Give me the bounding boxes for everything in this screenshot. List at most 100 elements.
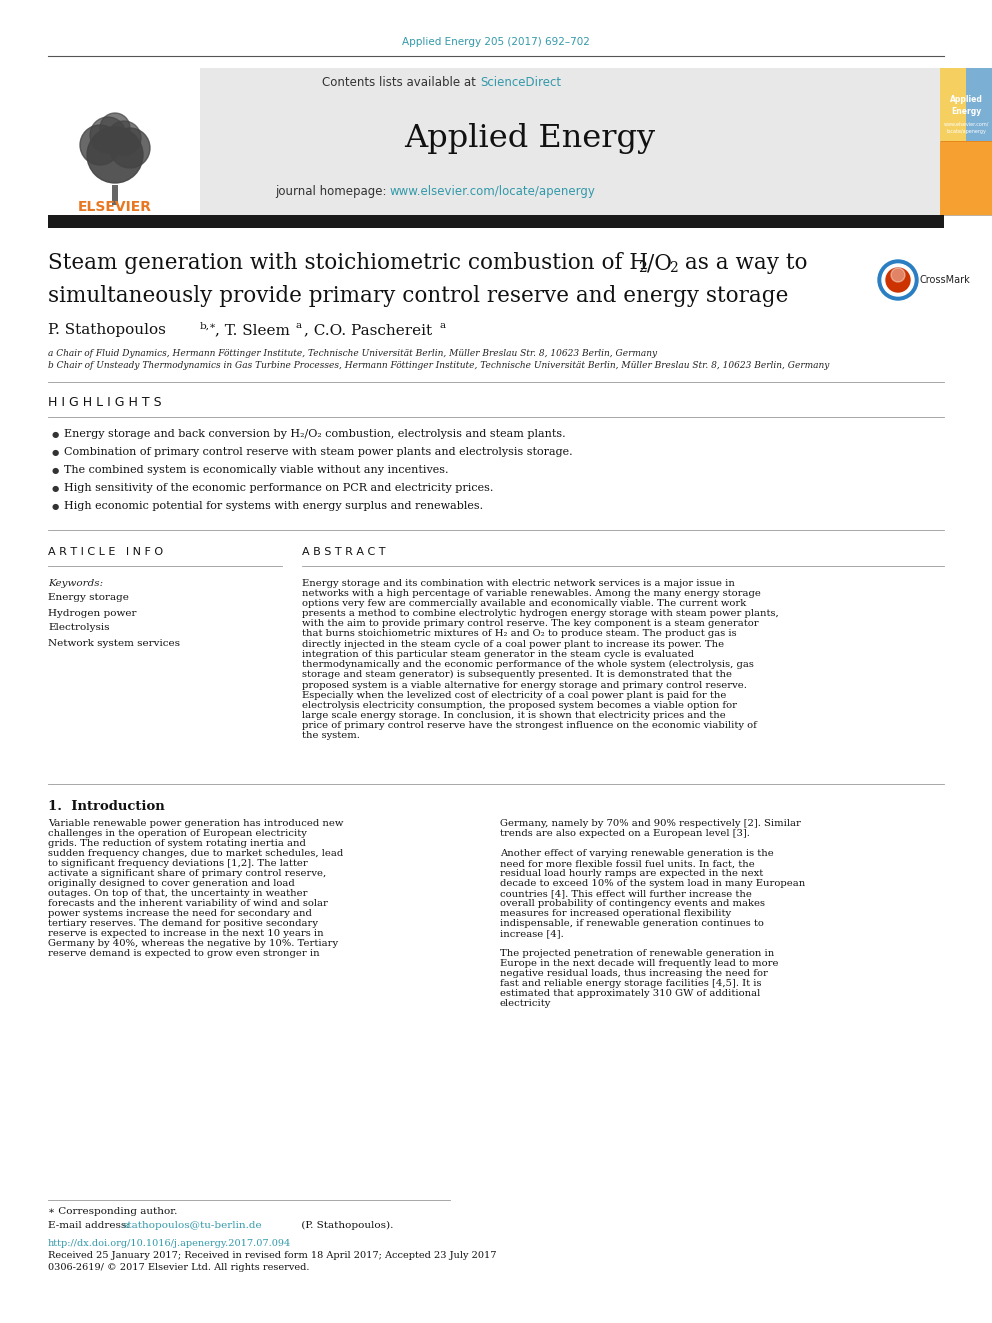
Text: b Chair of Unsteady Thermodynamics in Gas Turbine Processes, Hermann Föttinger I: b Chair of Unsteady Thermodynamics in Ga…: [48, 361, 829, 370]
Text: ●: ●: [52, 483, 60, 492]
Text: presents a method to combine electrolytic hydrogen energy storage with steam pow: presents a method to combine electrolyti…: [302, 609, 779, 618]
Text: options very few are commercially available and economically viable. The current: options very few are commercially availa…: [302, 599, 746, 607]
Text: tertiary reserves. The demand for positive secondary: tertiary reserves. The demand for positi…: [48, 919, 318, 929]
Text: A R T I C L E   I N F O: A R T I C L E I N F O: [48, 546, 163, 557]
Text: Energy storage and back conversion by H₂/O₂ combustion, electrolysis and steam p: Energy storage and back conversion by H₂…: [64, 429, 565, 439]
Text: Applied Energy: Applied Energy: [405, 123, 656, 153]
Text: Contents lists available at: Contents lists available at: [322, 75, 480, 89]
Circle shape: [80, 124, 120, 165]
Text: the system.: the system.: [302, 732, 360, 741]
Bar: [940, 67, 966, 142]
Circle shape: [87, 127, 143, 183]
Text: ●: ●: [52, 501, 60, 511]
Text: integration of this particular steam generator in the steam cycle is evaluated: integration of this particular steam gen…: [302, 650, 694, 659]
Bar: [940, 67, 992, 142]
Circle shape: [110, 128, 150, 168]
Bar: [940, 142, 992, 216]
Circle shape: [878, 261, 918, 300]
Text: electricity: electricity: [500, 999, 552, 1008]
Text: Germany by 40%, whereas the negative by 10%. Tertiary: Germany by 40%, whereas the negative by …: [48, 939, 338, 949]
Text: with the aim to provide primary control reserve. The key component is a steam ge: with the aim to provide primary control …: [302, 619, 759, 628]
Text: 2: 2: [669, 261, 678, 275]
Text: storage and steam generator) is subsequently presented. It is demonstrated that : storage and steam generator) is subseque…: [302, 671, 732, 680]
Text: networks with a high percentage of variable renewables. Among the many energy st: networks with a high percentage of varia…: [302, 589, 761, 598]
Circle shape: [90, 116, 126, 153]
Text: challenges in the operation of European electricity: challenges in the operation of European …: [48, 830, 307, 839]
Text: Hydrogen power: Hydrogen power: [48, 609, 137, 618]
Text: Energy storage and its combination with electric network services is a major iss: Energy storage and its combination with …: [302, 578, 735, 587]
Text: ●: ●: [52, 447, 60, 456]
Text: , T. Sleem: , T. Sleem: [215, 323, 290, 337]
Text: decade to exceed 10% of the system load in many European: decade to exceed 10% of the system load …: [500, 880, 806, 889]
Text: P. Stathopoulos: P. Stathopoulos: [48, 323, 166, 337]
Text: , C.O. Paschereit: , C.O. Paschereit: [304, 323, 433, 337]
Text: b,∗: b,∗: [200, 321, 217, 331]
Text: http://dx.doi.org/10.1016/j.apenergy.2017.07.094: http://dx.doi.org/10.1016/j.apenergy.201…: [48, 1240, 292, 1249]
Bar: [48, 216, 944, 228]
Circle shape: [891, 269, 905, 282]
Text: /O: /O: [647, 251, 672, 274]
Text: proposed system is a viable alternative for energy storage and primary control r: proposed system is a viable alternative …: [302, 680, 747, 689]
Text: ∗ Corresponding author.: ∗ Corresponding author.: [48, 1208, 178, 1217]
Text: A B S T R A C T: A B S T R A C T: [302, 546, 386, 557]
Text: sudden frequency changes, due to market schedules, lead: sudden frequency changes, due to market …: [48, 849, 343, 859]
Text: 2: 2: [638, 261, 647, 275]
Text: Steam generation with stoichiometric combustion of H: Steam generation with stoichiometric com…: [48, 251, 648, 274]
Bar: [200, 67, 944, 216]
Text: Combination of primary control reserve with steam power plants and electrolysis : Combination of primary control reserve w…: [64, 447, 572, 456]
Text: CrossMark: CrossMark: [920, 275, 971, 284]
Text: Especially when the levelized cost of electricity of a coal power plant is paid : Especially when the levelized cost of el…: [302, 691, 726, 700]
Text: originally designed to cover generation and load: originally designed to cover generation …: [48, 880, 295, 889]
Text: ●: ●: [52, 430, 60, 438]
Text: Germany, namely by 70% and 90% respectively [2]. Similar: Germany, namely by 70% and 90% respectiv…: [500, 819, 801, 828]
Text: The combined system is economically viable without any incentives.: The combined system is economically viab…: [64, 464, 448, 475]
Text: Energy storage: Energy storage: [48, 594, 129, 602]
Text: power systems increase the need for secondary and: power systems increase the need for seco…: [48, 909, 311, 918]
Text: H I G H L I G H T S: H I G H L I G H T S: [48, 396, 162, 409]
Text: activate a significant share of primary control reserve,: activate a significant share of primary …: [48, 869, 326, 878]
Circle shape: [886, 269, 910, 292]
Bar: [48, 67, 200, 216]
Text: residual load hourly ramps are expected in the next: residual load hourly ramps are expected …: [500, 869, 763, 878]
Text: Energy: Energy: [951, 107, 981, 116]
Text: estimated that approximately 310 GW of additional: estimated that approximately 310 GW of a…: [500, 990, 760, 999]
Text: ScienceDirect: ScienceDirect: [480, 75, 561, 89]
Text: a: a: [440, 321, 446, 331]
Text: ●: ●: [52, 466, 60, 475]
Text: fast and reliable energy storage facilities [4,5]. It is: fast and reliable energy storage facilit…: [500, 979, 762, 988]
Text: journal homepage:: journal homepage:: [275, 185, 390, 198]
Text: simultaneously provide primary control reserve and energy storage: simultaneously provide primary control r…: [48, 284, 789, 307]
Text: forecasts and the inherent variability of wind and solar: forecasts and the inherent variability o…: [48, 900, 328, 909]
Text: reserve demand is expected to grow even stronger in: reserve demand is expected to grow even …: [48, 950, 319, 958]
Text: 0306-2619/ © 2017 Elsevier Ltd. All rights reserved.: 0306-2619/ © 2017 Elsevier Ltd. All righ…: [48, 1263, 310, 1273]
Text: Europe in the next decade will frequently lead to more: Europe in the next decade will frequentl…: [500, 959, 779, 968]
Text: grids. The reduction of system rotating inertia and: grids. The reduction of system rotating …: [48, 840, 306, 848]
Text: Another effect of varying renewable generation is the: Another effect of varying renewable gene…: [500, 849, 774, 859]
Text: Electrolysis: Electrolysis: [48, 623, 109, 632]
Circle shape: [100, 112, 130, 143]
Text: a: a: [296, 321, 303, 331]
Text: Applied Energy 205 (2017) 692–702: Applied Energy 205 (2017) 692–702: [402, 37, 590, 48]
Text: ELSEVIER: ELSEVIER: [78, 200, 152, 214]
Text: High economic potential for systems with energy surplus and renewables.: High economic potential for systems with…: [64, 501, 483, 511]
Text: directly injected in the steam cycle of a coal power plant to increase its power: directly injected in the steam cycle of …: [302, 640, 724, 648]
Text: that burns stoichiometric mixtures of H₂ and O₂ to produce steam. The product ga: that burns stoichiometric mixtures of H₂…: [302, 630, 737, 639]
Text: price of primary control reserve have the strongest influence on the economic vi: price of primary control reserve have th…: [302, 721, 757, 730]
Text: trends are also expected on a European level [3].: trends are also expected on a European l…: [500, 830, 750, 839]
Text: large scale energy storage. In conclusion, it is shown that electricity prices a: large scale energy storage. In conclusio…: [302, 710, 726, 720]
Text: electrolysis electricity consumption, the proposed system becomes a viable optio: electrolysis electricity consumption, th…: [302, 701, 737, 710]
Text: a Chair of Fluid Dynamics, Hermann Föttinger Institute, Technische Universität B: a Chair of Fluid Dynamics, Hermann Fötti…: [48, 349, 657, 359]
Text: Applied: Applied: [949, 95, 982, 105]
Text: need for more flexible fossil fuel units. In fact, the: need for more flexible fossil fuel units…: [500, 860, 755, 868]
Circle shape: [107, 120, 141, 155]
Bar: [112, 185, 118, 205]
Text: reserve is expected to increase in the next 10 years in: reserve is expected to increase in the n…: [48, 930, 323, 938]
Text: High sensitivity of the economic performance on PCR and electricity prices.: High sensitivity of the economic perform…: [64, 483, 493, 493]
Text: Variable renewable power generation has introduced new: Variable renewable power generation has …: [48, 819, 343, 828]
Text: E-mail address:: E-mail address:: [48, 1221, 133, 1229]
Text: indispensable, if renewable generation continues to: indispensable, if renewable generation c…: [500, 919, 764, 929]
Text: increase [4].: increase [4].: [500, 930, 563, 938]
Text: outages. On top of that, the uncertainty in weather: outages. On top of that, the uncertainty…: [48, 889, 308, 898]
Text: locate/apenergy: locate/apenergy: [946, 130, 986, 135]
Text: Received 25 January 2017; Received in revised form 18 April 2017; Accepted 23 Ju: Received 25 January 2017; Received in re…: [48, 1252, 497, 1261]
